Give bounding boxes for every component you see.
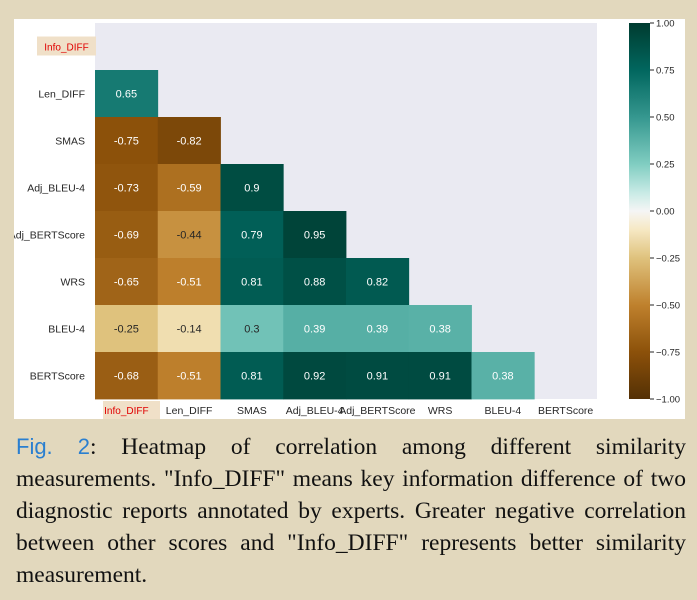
heatmap-figure: 0.65 -0.75 -0.82 -0.73 -0.59 0.9 -0.69 -0.44 0.7…: [14, 19, 685, 419]
cell-value-label: -0.51: [177, 277, 202, 289]
cell-value-label: 0.81: [241, 277, 262, 289]
heatmap-cell-wrs-adj-bertscore: [346, 258, 410, 306]
y-tick-label-adj-bleu-4: Adj_BLEU-4: [27, 183, 85, 195]
heatmap-cell-bertscore-wrs: [408, 352, 472, 400]
colorbar-tick-label: 0.00: [656, 207, 675, 218]
cell-value-label: 0.79: [241, 230, 262, 242]
cell-value-label: 0.9: [244, 183, 259, 195]
heatmap-cell-bertscore-adj-bertscore: [346, 352, 410, 400]
figure-caption: Fig. 2: Heatmap of correlation among dif…: [16, 431, 686, 591]
heatmap-cell-bertscore-info-diff: [95, 352, 159, 400]
heatmap-cell-bertscore-smas: [220, 352, 284, 400]
colorbar-tick-label: 0.75: [656, 66, 675, 77]
heatmap-cell-adj-bleu-4-len-diff: [157, 164, 221, 212]
heatmap-cell-adj-bertscore-info-diff: [95, 211, 159, 259]
cell-value-label: 0.91: [429, 371, 450, 383]
cell-value-label: -0.59: [177, 183, 202, 195]
colorbar-tick-label: 0.50: [656, 113, 675, 124]
colorbar-tick-label: −0.25: [656, 254, 680, 265]
y-tick-label-wrs: WRS: [61, 277, 86, 289]
x-tick-highlight-box: [103, 401, 160, 419]
cell-value-label: -0.14: [177, 324, 202, 336]
x-tick-label-adj-bleu-4: Adj_BLEU-4: [286, 405, 344, 417]
cell-value-label: 0.39: [304, 324, 325, 336]
cell-value-label: -0.65: [114, 277, 139, 289]
heatmap-chart: 0.65 -0.75 -0.82 -0.73 -0.59 0.9 -0.69 -0.44 0.7…: [14, 19, 680, 419]
x-tick-label-adj-bertscore: Adj_BERTScore: [339, 405, 415, 417]
x-tick-label-bertscore: BERTScore: [538, 405, 593, 417]
cell-value-label: -0.51: [177, 371, 202, 383]
y-tick-highlight-box: [37, 36, 96, 56]
heatmap-cell-wrs-len-diff: [157, 258, 221, 306]
cell-value-label: 0.88: [304, 277, 325, 289]
colorbar: [629, 23, 650, 399]
y-tick-label-bertscore: BERTScore: [30, 371, 85, 383]
colorbar-tick-label: −0.75: [656, 348, 680, 359]
cell-value-label: -0.75: [114, 136, 139, 148]
heatmap-cell-wrs-info-diff: [95, 258, 159, 306]
heatmap-cell-adj-bleu-4-info-diff: [95, 164, 159, 212]
cell-value-label: 0.81: [241, 371, 262, 383]
heatmap-cell-bleu-4-adj-bertscore: [346, 305, 410, 353]
cell-value-label: 0.91: [367, 371, 388, 383]
cell-value-label: -0.69: [114, 230, 139, 242]
cell-value-label: 0.39: [367, 324, 388, 336]
heatmap-cell-adj-bleu-4-smas: [220, 164, 284, 212]
heatmap-cell-wrs-adj-bleu-4: [283, 258, 347, 306]
cell-value-label: 0.65: [116, 89, 137, 101]
caption-text: : Heatmap of correlation among different…: [16, 434, 686, 588]
x-tick-label-len-diff: Len_DIFF: [166, 405, 213, 417]
heatmap-cell-len-diff-info-diff: [95, 70, 159, 118]
heatmap-cell-bleu-4-info-diff: [95, 305, 159, 353]
x-tick-label-info-diff: Info_DIFF: [104, 406, 148, 417]
heatmap-cell-adj-bertscore-smas: [220, 211, 284, 259]
y-tick-label-adj-bertscore: Adj_BERTScore: [14, 230, 85, 242]
cell-value-label: 0.38: [492, 371, 513, 383]
cell-value-label: 0.3: [244, 324, 259, 336]
y-tick-label-len-diff: Len_DIFF: [38, 89, 85, 101]
colorbar-tick-label: −0.50: [656, 301, 680, 312]
heatmap-cell-wrs-smas: [220, 258, 284, 306]
x-tick-label-smas: SMAS: [237, 405, 267, 417]
heatmap-cell-smas-len-diff: [157, 117, 221, 165]
colorbar-tick-label: 1.00: [656, 19, 675, 30]
cell-value-label: 0.38: [429, 324, 450, 336]
heatmap-cell-bleu-4-len-diff: [157, 305, 221, 353]
heatmap-cell-bertscore-adj-bleu-4: [283, 352, 347, 400]
y-tick-label-smas: SMAS: [55, 136, 85, 148]
heatmap-cell-smas-info-diff: [95, 117, 159, 165]
heatmap-cell-adj-bertscore-adj-bleu-4: [283, 211, 347, 259]
cell-value-label: -0.44: [177, 230, 202, 242]
cell-value-label: -0.68: [114, 371, 139, 383]
colorbar-tick-label: 0.25: [656, 160, 675, 171]
figure-label: Fig. 2: [16, 434, 90, 459]
heatmap-cell-bertscore-bleu-4: [471, 352, 535, 400]
heatmap-cell-bleu-4-wrs: [408, 305, 472, 353]
cell-value-label: 0.95: [304, 230, 325, 242]
cell-value-label: -0.73: [114, 183, 139, 195]
x-tick-label-bleu-4: BLEU-4: [484, 405, 521, 417]
x-tick-label-wrs: WRS: [428, 405, 453, 417]
heatmap-cell-bertscore-len-diff: [157, 352, 221, 400]
colorbar-tick-label: −1.00: [656, 395, 680, 406]
y-tick-label-bleu-4: BLEU-4: [48, 324, 85, 336]
heatmap-cell-adj-bertscore-len-diff: [157, 211, 221, 259]
cell-value-label: -0.82: [177, 136, 202, 148]
y-tick-label-info-diff: Info_DIFF: [44, 43, 88, 54]
heatmap-cell-bleu-4-adj-bleu-4: [283, 305, 347, 353]
heatmap-cell-bleu-4-smas: [220, 305, 284, 353]
cell-value-label: -0.25: [114, 324, 139, 336]
cell-value-label: 0.82: [367, 277, 388, 289]
cell-value-label: 0.92: [304, 371, 325, 383]
